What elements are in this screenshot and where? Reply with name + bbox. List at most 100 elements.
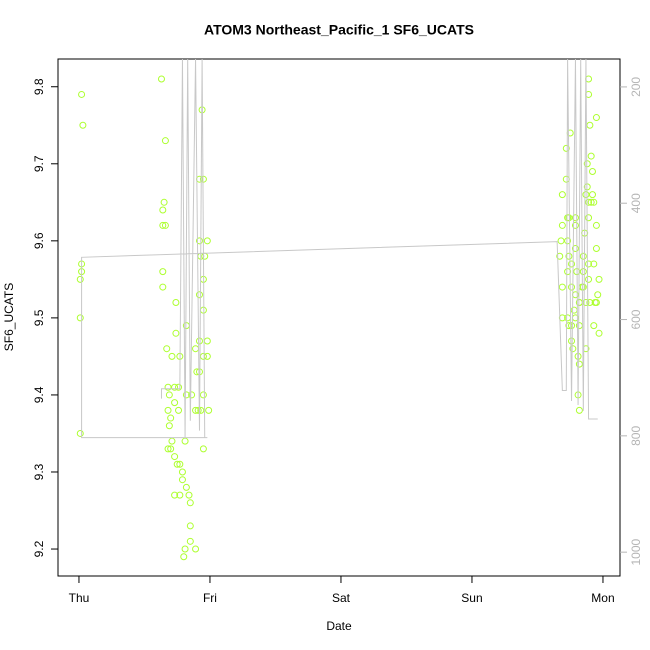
data-point xyxy=(592,245,600,253)
data-point xyxy=(568,337,576,345)
data-point xyxy=(172,298,180,306)
chart-title: ATOM3 Northeast_Pacific_1 SF6_UCATS xyxy=(204,22,474,38)
y2-tick-label: 600 xyxy=(629,309,643,329)
data-point xyxy=(185,491,193,499)
data-point xyxy=(161,137,169,145)
data-point xyxy=(571,245,579,253)
data-point xyxy=(182,483,190,491)
data-point xyxy=(586,298,594,306)
data-point xyxy=(165,391,173,399)
data-point xyxy=(582,191,590,199)
data-point xyxy=(579,283,587,291)
data-point xyxy=(157,75,165,83)
x-tick-label: Fri xyxy=(203,591,217,605)
data-point xyxy=(159,206,167,214)
data-point xyxy=(186,522,194,530)
data-point xyxy=(203,237,211,245)
data-point xyxy=(160,198,168,206)
data-point xyxy=(595,329,603,337)
data-point xyxy=(590,198,598,206)
data-point xyxy=(558,191,566,199)
data-point xyxy=(571,221,579,229)
y-axis-title: SF6_UCATS xyxy=(2,283,16,351)
data-point xyxy=(171,399,179,407)
data-point xyxy=(168,437,176,445)
y-tick-label: 9.2 xyxy=(32,540,46,557)
data-point xyxy=(171,491,179,499)
data-point xyxy=(205,406,213,414)
data-point xyxy=(182,391,190,399)
data-point xyxy=(188,391,196,399)
data-point xyxy=(588,191,596,199)
data-point xyxy=(579,252,587,260)
data-point xyxy=(161,221,169,229)
data-point xyxy=(587,198,595,206)
data-point xyxy=(167,414,175,422)
data-point xyxy=(585,275,593,283)
data-point xyxy=(592,298,600,306)
data-point xyxy=(175,383,183,391)
data-point xyxy=(595,275,603,283)
data-point xyxy=(199,391,207,399)
data-point xyxy=(562,175,570,183)
data-point xyxy=(167,445,175,453)
data-point xyxy=(159,221,167,229)
data-point xyxy=(172,329,180,337)
x-tick-label: Mon xyxy=(591,591,614,605)
data-point xyxy=(587,152,595,160)
data-point xyxy=(186,499,194,507)
pressure-line xyxy=(81,58,598,439)
data-point xyxy=(594,291,602,299)
data-point xyxy=(585,260,593,268)
data-point xyxy=(568,322,576,330)
y2-tick-label: 1000 xyxy=(629,538,643,565)
data-point xyxy=(168,352,176,360)
data-point xyxy=(176,491,184,499)
data-point xyxy=(203,337,211,345)
data-point xyxy=(178,468,186,476)
data-point xyxy=(568,260,576,268)
data-point xyxy=(585,198,593,206)
plot-frame xyxy=(57,58,621,577)
data-point xyxy=(192,545,200,553)
data-point xyxy=(562,144,570,152)
data-point xyxy=(586,121,594,129)
data-point xyxy=(579,268,587,276)
x-tick-label: Thu xyxy=(69,591,90,605)
data-point xyxy=(575,360,583,368)
data-point xyxy=(565,252,573,260)
y2-tick-label: 400 xyxy=(629,193,643,213)
data-point xyxy=(558,221,566,229)
y-tick-label: 9.3 xyxy=(32,463,46,480)
y2-tick-label: 200 xyxy=(629,77,643,97)
data-point xyxy=(164,406,172,414)
data-point xyxy=(201,252,209,260)
data-point xyxy=(590,260,598,268)
data-point xyxy=(194,406,202,414)
data-point xyxy=(76,314,84,322)
data-point xyxy=(186,537,194,545)
data-point xyxy=(165,422,173,430)
data-point xyxy=(568,283,576,291)
data-point xyxy=(569,345,577,353)
data-point xyxy=(195,291,203,299)
data-point xyxy=(181,437,189,445)
data-point xyxy=(195,337,203,345)
data-point xyxy=(564,268,572,276)
data-point xyxy=(163,345,171,353)
data-point xyxy=(171,453,179,461)
data-point xyxy=(159,283,167,291)
data-point xyxy=(197,406,205,414)
y2-tick-label: 800 xyxy=(629,426,643,446)
data-point xyxy=(575,406,583,414)
data-point xyxy=(564,237,572,245)
data-point xyxy=(164,383,172,391)
data-point xyxy=(173,460,181,468)
y-tick-label: 9.7 xyxy=(32,155,46,172)
data-point xyxy=(203,352,211,360)
data-point xyxy=(171,383,179,391)
data-point xyxy=(181,545,189,553)
data-point xyxy=(583,160,591,168)
data-point xyxy=(76,429,84,437)
